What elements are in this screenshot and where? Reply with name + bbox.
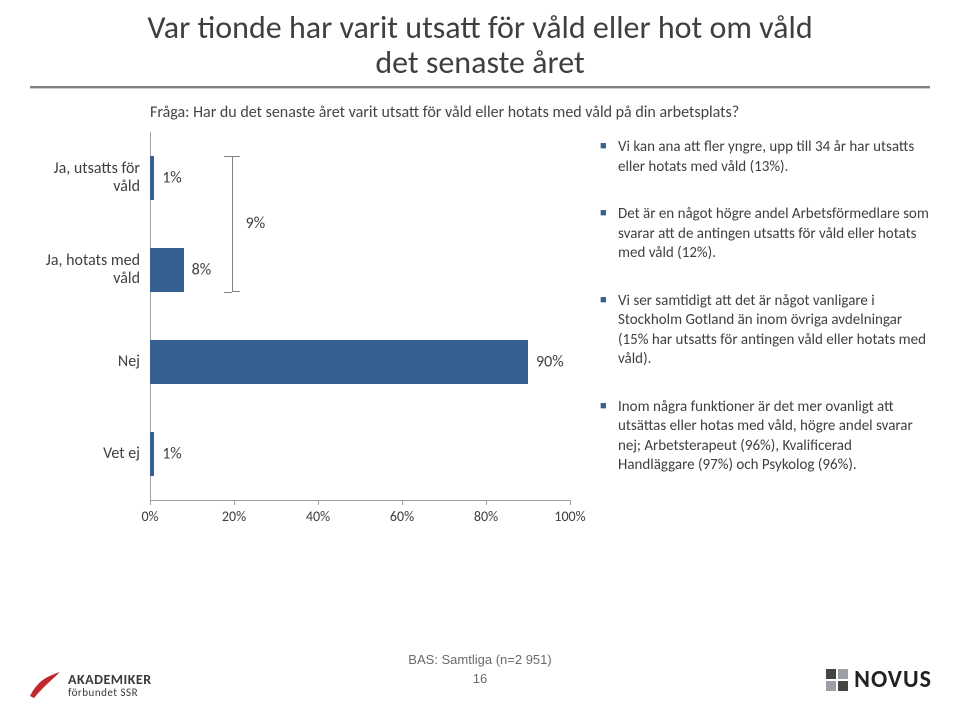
x-tick — [234, 500, 235, 505]
group-bracket — [232, 156, 240, 292]
x-tick-label: 40% — [306, 508, 330, 525]
question-text: Fråga: Har du det senaste året varit uts… — [30, 103, 930, 122]
bar-cell: 8% — [150, 224, 570, 316]
novus-text: NOVUS — [854, 665, 932, 694]
bar-cell: 90% — [150, 316, 570, 408]
bracket-tick — [224, 292, 232, 293]
chart-row: Ja, utsatts för våld1% — [30, 132, 582, 224]
bar-chart: Ja, utsatts för våld1%Ja, hotats med vål… — [30, 132, 582, 528]
bar-cell: 1% — [150, 132, 570, 224]
x-tick-label: 100% — [554, 508, 585, 525]
x-axis: 0%20%40%60%80%100% — [150, 500, 570, 528]
category-label: Vet ej — [30, 445, 150, 463]
bullet-list: Vi kan ana att fler yngre, upp till 34 å… — [600, 132, 930, 528]
logo-novus: NOVUS — [826, 665, 932, 694]
bracket-tick — [224, 156, 232, 157]
category-label: Ja, utsatts för våld — [30, 160, 150, 197]
x-tick-label: 60% — [390, 508, 414, 525]
bar: 1% — [150, 156, 154, 200]
bar-cell: 1% — [150, 408, 570, 500]
novus-dot — [826, 681, 836, 691]
x-tick — [486, 500, 487, 505]
category-label: Nej — [30, 353, 150, 371]
bar-value-label: 90% — [536, 353, 564, 372]
novus-dot — [838, 681, 848, 691]
novus-dot — [826, 669, 836, 679]
bar: 8% — [150, 248, 184, 292]
bullet-item: Vi ser samtidigt att det är något vanlig… — [600, 292, 930, 370]
bullet-item: Vi kan ana att fler yngre, upp till 34 å… — [600, 138, 930, 177]
group-bracket-label: 9% — [246, 214, 266, 233]
logo-left-line1: AKADEMIKER — [68, 673, 152, 687]
novus-dots-icon — [826, 669, 848, 691]
title-divider — [30, 86, 930, 89]
bar-value-label: 1% — [162, 445, 182, 464]
base-caption: BAS: Samtliga (n=2 951) 16 — [408, 652, 551, 686]
x-axis-line — [150, 500, 570, 501]
bar-value-label: 1% — [162, 169, 182, 188]
x-tick — [570, 500, 571, 505]
chart-row: Vet ej1% — [30, 408, 582, 500]
category-label: Ja, hotats med våld — [30, 252, 150, 289]
bullet-item: Inom några funktioner är det mer ovanlig… — [600, 398, 930, 476]
bullet-item: Det är en något högre andel Arbetsförmed… — [600, 205, 930, 264]
x-tick-label: 0% — [141, 508, 158, 525]
page-number: 16 — [408, 671, 551, 686]
x-tick — [150, 500, 151, 505]
x-tick-label: 80% — [474, 508, 498, 525]
bar-value-label: 8% — [192, 261, 212, 280]
novus-dot — [838, 669, 848, 679]
title-line-1: Var tionde har varit utsatt för våld ell… — [147, 8, 812, 47]
bar: 1% — [150, 432, 154, 476]
x-tick-label: 20% — [222, 508, 246, 525]
logo-akademiker: AKADEMIKER förbundet SSR — [28, 670, 152, 700]
x-tick — [318, 500, 319, 505]
chart-row: Ja, hotats med våld8% — [30, 224, 582, 316]
page-title: Var tionde har varit utsatt för våld ell… — [30, 10, 930, 80]
swoosh-icon — [28, 670, 62, 700]
bar: 90% — [150, 340, 528, 384]
base-text: BAS: Samtliga (n=2 951) — [408, 652, 551, 667]
chart-row: Nej90% — [30, 316, 582, 408]
logo-left-line2: förbundet SSR — [68, 687, 152, 698]
title-line-2: det senaste året — [375, 43, 584, 82]
x-tick — [402, 500, 403, 505]
